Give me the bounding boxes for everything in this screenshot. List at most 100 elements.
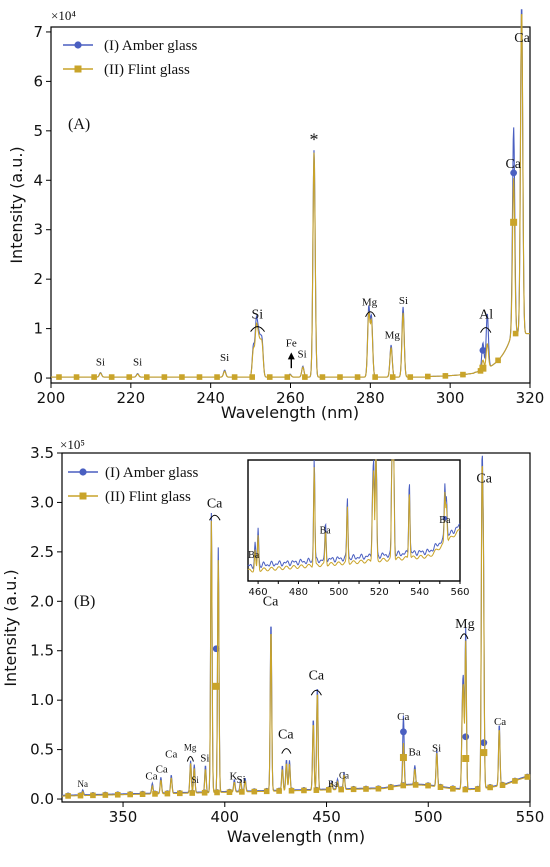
flint-marker [354, 374, 361, 380]
x-axis-label-a: Wavelength (nm) [221, 403, 359, 422]
x-tick-label: 450 [312, 808, 341, 826]
peak-label: * [310, 130, 319, 150]
legend-marker-amber-b [79, 468, 87, 476]
inset-peak-label: Ba [439, 515, 451, 526]
flint-marker [102, 792, 109, 798]
flint-marker [363, 786, 369, 792]
flint-marker [462, 786, 469, 793]
flint-marker [139, 791, 146, 797]
arrow-head [287, 352, 295, 360]
panel-label-a: (A) [68, 116, 90, 133]
inset-x-tick-label: 520 [370, 587, 389, 598]
legend-marker-flint-b [79, 492, 87, 500]
flint-marker [510, 218, 518, 226]
x-tick-label: 400 [210, 808, 239, 826]
peak-label: K [230, 770, 238, 782]
x-tick-label: 320 [516, 389, 545, 407]
peak-label: Ca [476, 472, 492, 487]
peak-label: Na [78, 779, 89, 789]
peak-label: Si [236, 774, 245, 786]
peak-group-bracket [250, 326, 265, 332]
x-tick-label: 240 [196, 389, 225, 407]
y-tick-label: 2.0 [30, 592, 54, 610]
peak-group-bracket [459, 633, 469, 640]
flint-marker [263, 788, 270, 795]
flint-marker [266, 374, 273, 380]
y-tick-label: 0.5 [30, 741, 54, 759]
y-tick-label: 3 [33, 221, 43, 239]
peak-label: Si [96, 357, 105, 369]
y-tick-label: 7 [33, 23, 43, 41]
peak-group-bracket [186, 756, 194, 762]
flint-marker [196, 374, 203, 380]
flint-marker [372, 374, 378, 380]
peak-label: Ca [145, 770, 157, 782]
peak-label: Mg [362, 296, 378, 308]
peak-label: Si [200, 752, 209, 764]
plot-frame-a [50, 26, 531, 384]
inset-frame [247, 459, 461, 582]
peak-label: Ca [494, 716, 506, 728]
flint-marker [127, 791, 133, 798]
flint-marker [479, 364, 487, 372]
flint-marker [337, 374, 343, 380]
flint-marker [400, 782, 407, 789]
flint-marker [161, 374, 168, 380]
peak-group-bracket [281, 748, 292, 754]
legend-label-amber-b: (I) Amber glass [105, 465, 198, 481]
peak-label: Ca [309, 668, 325, 683]
flint-marker [189, 790, 196, 796]
peak-label: Ca [505, 157, 521, 172]
x-tick-label: 500 [414, 808, 443, 826]
flint-marker [495, 357, 501, 364]
legend-a: (I) Amber glass (II) Flint glass [63, 38, 197, 78]
flint-marker [114, 791, 121, 798]
peak-label: Si [399, 295, 408, 307]
peak-label: Fe [286, 337, 297, 349]
flint-marker [474, 786, 481, 792]
flint-marker [177, 790, 183, 797]
y-tick-label: 4 [33, 171, 43, 189]
peak-label: Al [479, 308, 493, 323]
y-tick-label: 6 [33, 72, 43, 90]
y-tick-label: 1.0 [30, 691, 54, 709]
peak-label: Ca [263, 594, 279, 609]
amber-marker [479, 346, 487, 354]
y-tick-label: 3.5 [30, 444, 54, 462]
legend-label-flint-b: (II) Flint glass [105, 489, 191, 505]
peak-label: Ca [165, 749, 177, 761]
flint-marker [319, 374, 326, 380]
flint-marker [460, 371, 466, 378]
flint-marker [144, 374, 150, 380]
flint-marker [126, 374, 133, 380]
flint-marker [407, 374, 414, 380]
amber-marker [480, 739, 488, 747]
y-axis-label-a: Intensity (a.u.) [7, 146, 26, 263]
flint-marker [179, 374, 185, 380]
flint-marker [301, 787, 307, 794]
y-tick-label: 2 [33, 270, 43, 288]
flint-marker [65, 793, 71, 799]
inset-x-tick-label: 480 [289, 587, 308, 598]
flint-marker [239, 789, 245, 795]
flint-marker [325, 787, 332, 793]
flint-marker [412, 782, 419, 788]
exponent-label-b: ×10⁵ [60, 437, 85, 452]
y-tick-label: 1 [33, 320, 43, 338]
flint-marker [462, 754, 470, 762]
y-tick-label: 5 [33, 122, 43, 140]
flint-marker [399, 754, 407, 762]
inset-x-tick-label: 540 [410, 587, 429, 598]
peak-label: Ca [397, 711, 409, 723]
inset-peak-label: Ba [248, 550, 260, 561]
peak-label: Ca [207, 496, 223, 511]
flint-marker [425, 782, 431, 789]
flint-marker [450, 785, 456, 792]
peak-group-bracket [209, 514, 221, 521]
x-tick-label: 200 [37, 389, 66, 407]
x-axis-label-b: Wavelength (nm) [227, 827, 365, 846]
flint-marker [480, 749, 488, 757]
amber-marker [442, 515, 448, 521]
x-tick-label: 280 [356, 389, 385, 407]
